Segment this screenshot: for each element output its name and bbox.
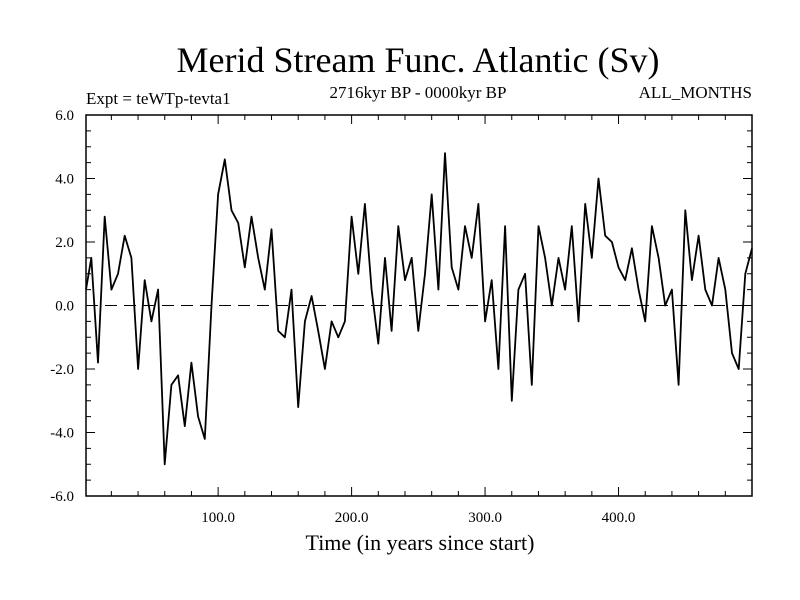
x-tick-label: 400.0: [602, 510, 636, 526]
expt-label: Expt = teWTp-tevta1: [86, 89, 231, 108]
series-line: [85, 152, 753, 466]
y-tick-label: 0.0: [55, 299, 74, 315]
axis-tick-labels: 100.0 200.0 300.0 400.0 -6.0 -4.0 -2.0 0.0 2.0 4.…: [50, 108, 635, 526]
x-tick-label: 100.0: [201, 510, 235, 526]
months-label: ALL_MONTHS: [639, 83, 752, 102]
y-tick-label: 4.0: [55, 172, 74, 188]
y-tick-label: -2.0: [50, 362, 74, 378]
y-tick-label: 6.0: [55, 108, 74, 124]
chart-title: Merid Stream Func. Atlantic (Sv): [177, 40, 660, 80]
x-tick-label: 300.0: [468, 510, 502, 526]
y-tick-label: 2.0: [55, 235, 74, 251]
x-tick-label: 200.0: [335, 510, 369, 526]
y-tick-label: -4.0: [50, 426, 74, 442]
period-label: 2716kyr BP - 0000kyr BP: [330, 83, 507, 102]
plot-frame: [85, 114, 753, 497]
y-tick-label: -6.0: [50, 489, 74, 505]
x-axis-label: Time (in years since start): [306, 530, 535, 555]
